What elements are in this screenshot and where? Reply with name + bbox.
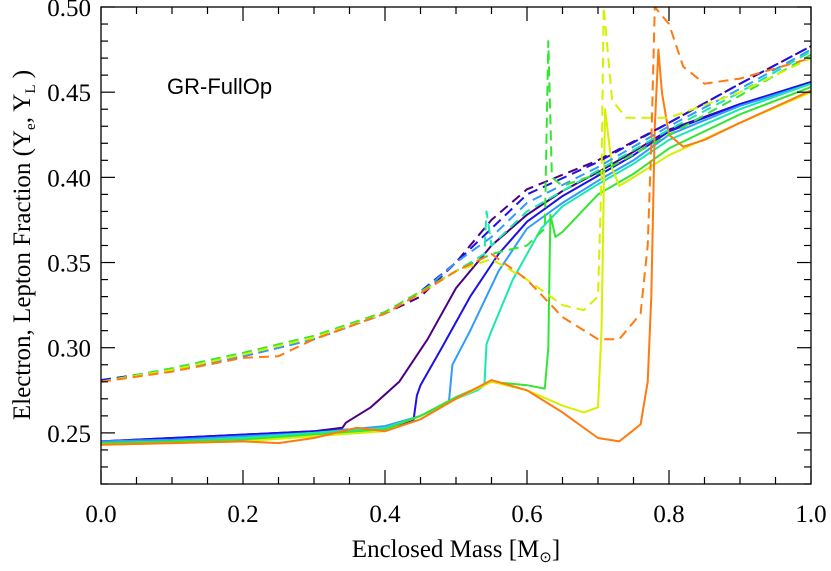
x-axis-title-sub: ⊙ <box>539 550 552 566</box>
x-tick-label-0: 0.0 <box>85 501 116 528</box>
y-tick-label-2: 0.35 <box>47 251 91 278</box>
y-tick-label-0: 0.25 <box>47 421 91 448</box>
y-axis-title-mid: , Y <box>9 94 36 124</box>
series-line-14-dashed <box>101 7 811 383</box>
x-tick-label-4: 0.8 <box>653 501 684 528</box>
series-line-7-solid <box>101 48 811 446</box>
x-axis-title: Enclosed Mass [M⊙] <box>352 536 560 566</box>
chart-annotation: GR-FullOp <box>167 74 272 99</box>
tick-layer: 0.0 0.2 0.4 0.6 0.8 1.0 0.25 0.30 0.35 0.40 0.45 0.… <box>47 0 826 528</box>
series-line-10-dashed <box>101 48 811 383</box>
series-line-11-dashed <box>101 50 811 383</box>
y-tick-label-1: 0.30 <box>47 336 91 363</box>
y-axis-title: Electron, Lepton Fraction (Ye, YL ) <box>9 70 39 420</box>
series-line-4-solid <box>101 82 811 445</box>
y-tick-label-5: 0.50 <box>47 0 91 22</box>
x-tick-label-2: 0.4 <box>369 501 401 528</box>
series-line-3-solid <box>101 82 811 443</box>
y-axis-title-sub-l: L <box>23 84 39 93</box>
series-layer <box>101 7 811 446</box>
y-axis-title-close: ) <box>9 70 36 85</box>
y-axis-title-sub-e: e <box>23 123 39 130</box>
series-line-2-solid <box>101 81 811 443</box>
y-tick-label-3: 0.40 <box>47 165 91 192</box>
series-line-13-dashed <box>101 7 811 383</box>
y-tick-label-4: 0.45 <box>47 80 91 107</box>
x-tick-label-3: 0.6 <box>511 501 542 528</box>
x-axis-title-close: ] <box>552 536 560 563</box>
y-axis-title-main: Electron, Lepton Fraction (Y <box>9 130 36 420</box>
series-line-5-solid <box>101 86 811 445</box>
x-tick-label-1: 0.2 <box>227 501 258 528</box>
x-axis-title-main: Enclosed Mass [M <box>352 536 539 563</box>
series-line-12-dashed <box>101 40 811 383</box>
series-line-1-solid <box>101 82 811 443</box>
x-tick-label-5: 1.0 <box>795 501 826 528</box>
series-line-6-solid <box>101 91 811 446</box>
